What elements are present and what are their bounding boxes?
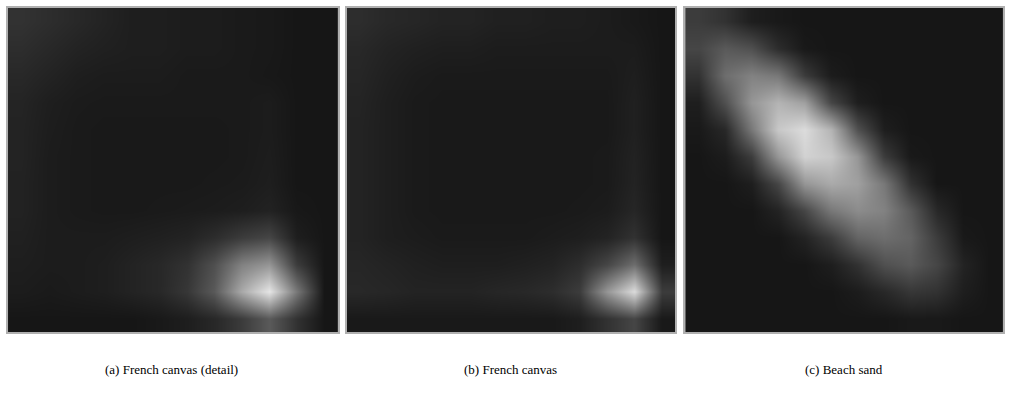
svg-text:(c) Beach sand: (c) Beach sand	[805, 362, 883, 377]
svg-text:(a) French canvas (detail): (a) French canvas (detail)	[105, 362, 238, 377]
svg-text:(b) French canvas: (b) French canvas	[464, 362, 557, 377]
